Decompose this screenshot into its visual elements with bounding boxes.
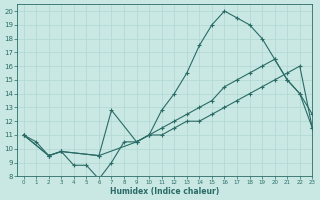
X-axis label: Humidex (Indice chaleur): Humidex (Indice chaleur) [110,187,220,196]
